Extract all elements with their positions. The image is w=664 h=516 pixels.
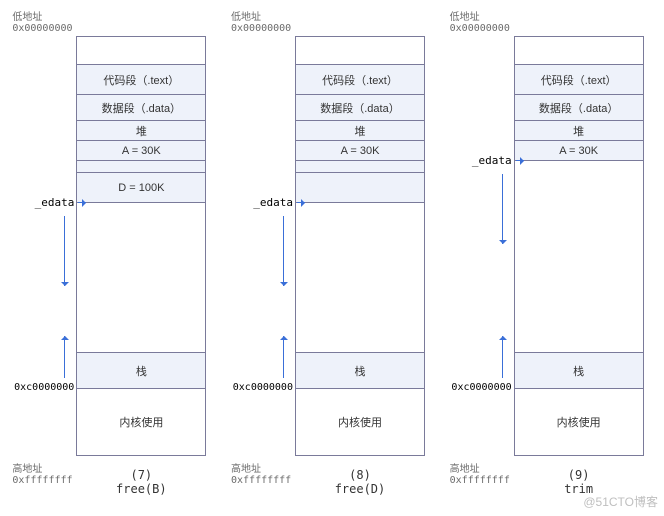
memory-segment xyxy=(77,161,205,173)
high-address-cn: 高地址 xyxy=(12,464,42,475)
low-address-label: 低地址0x00000000 xyxy=(231,8,291,34)
memory-segment: 数据段（.data） xyxy=(515,95,643,121)
high-address-label: 高地址0xffffffff xyxy=(12,460,72,486)
memory-frame: 代码段（.text）数据段（.data）堆A = 30K 栈内核使用 xyxy=(514,36,644,456)
memory-segment: 数据段（.data） xyxy=(77,95,205,121)
stack-growth-arrow-icon xyxy=(502,336,503,378)
memory-segment xyxy=(515,37,643,65)
memory-segment: 内核使用 xyxy=(296,389,424,455)
pointer-arrow-icon xyxy=(78,202,86,203)
memory-segment xyxy=(296,173,424,203)
panel-caption: (9)trim xyxy=(514,468,644,496)
low-address-cn: 低地址 xyxy=(450,8,510,23)
high-address-hex: 0xffffffff xyxy=(231,475,291,486)
low-address-hex: 0x00000000 xyxy=(12,23,72,34)
heap-growth-arrow-icon xyxy=(283,216,284,286)
memory-segment: 内核使用 xyxy=(515,389,643,455)
memory-segment: 栈 xyxy=(296,353,424,389)
low-address-hex: 0x00000000 xyxy=(450,23,510,34)
edata-pointer-label: _edata xyxy=(231,196,293,209)
stack-growth-arrow-icon xyxy=(283,336,284,378)
stack-boundary-address: 0xc0000000 xyxy=(450,382,512,393)
panel-caption: (7)free(B) xyxy=(76,468,206,496)
caption-fn: free(B) xyxy=(116,482,167,496)
pointer-arrow-icon xyxy=(516,160,524,161)
memory-segment xyxy=(77,37,205,65)
memory-segment: 代码段（.text） xyxy=(515,65,643,95)
low-address-label: 低地址0x00000000 xyxy=(12,8,72,34)
caption-number: (9) xyxy=(568,468,590,482)
memory-segment: A = 30K xyxy=(515,141,643,161)
stack-boundary-address: 0xc0000000 xyxy=(231,382,293,393)
stack-boundary-address: 0xc0000000 xyxy=(12,382,74,393)
memory-segment: D = 100K xyxy=(77,173,205,203)
diagram-wrap: 低地址0x00000000代码段（.text）数据段（.data）堆A = 30… xyxy=(0,0,664,8)
heap-growth-arrow-icon xyxy=(502,174,503,244)
low-address-cn: 低地址 xyxy=(12,8,72,23)
edata-pointer-label: _edata xyxy=(12,196,74,209)
high-address-cn: 高地址 xyxy=(231,464,261,475)
memory-segment xyxy=(296,37,424,65)
memory-segment: A = 30K xyxy=(296,141,424,161)
memory-segment: A = 30K xyxy=(77,141,205,161)
memory-segment: 栈 xyxy=(77,353,205,389)
high-address-cn: 高地址 xyxy=(450,464,480,475)
memory-segment: 堆 xyxy=(515,121,643,141)
memory-segment: 内核使用 xyxy=(77,389,205,455)
memory-segment xyxy=(296,161,424,173)
caption-fn: free(D) xyxy=(335,482,386,496)
caption-number: (7) xyxy=(130,468,152,482)
high-address-hex: 0xffffffff xyxy=(12,475,72,486)
memory-frame: 代码段（.text）数据段（.data）堆A = 30K D = 100K 栈内核使… xyxy=(76,36,206,456)
memory-segment: 代码段（.text） xyxy=(296,65,424,95)
memory-segment xyxy=(77,203,205,353)
memory-segment: 栈 xyxy=(515,353,643,389)
low-address-label: 低地址0x00000000 xyxy=(450,8,510,34)
stack-growth-arrow-icon xyxy=(64,336,65,378)
pointer-arrow-icon xyxy=(297,202,305,203)
memory-segment: 堆 xyxy=(296,121,424,141)
memory-segment: 代码段（.text） xyxy=(77,65,205,95)
memory-segment xyxy=(296,203,424,353)
watermark: @51CTO博客 xyxy=(583,493,658,510)
high-address-label: 高地址0xffffffff xyxy=(450,460,510,486)
heap-growth-arrow-icon xyxy=(64,216,65,286)
caption-number: (8) xyxy=(349,468,371,482)
panel-caption: (8)free(D) xyxy=(295,468,425,496)
high-address-hex: 0xffffffff xyxy=(450,475,510,486)
memory-frame: 代码段（.text）数据段（.data）堆A = 30K 栈内核使用 xyxy=(295,36,425,456)
low-address-cn: 低地址 xyxy=(231,8,291,23)
memory-segment xyxy=(515,161,643,353)
memory-segment: 数据段（.data） xyxy=(296,95,424,121)
memory-segment: 堆 xyxy=(77,121,205,141)
high-address-label: 高地址0xffffffff xyxy=(231,460,291,486)
low-address-hex: 0x00000000 xyxy=(231,23,291,34)
edata-pointer-label: _edata xyxy=(450,154,512,167)
